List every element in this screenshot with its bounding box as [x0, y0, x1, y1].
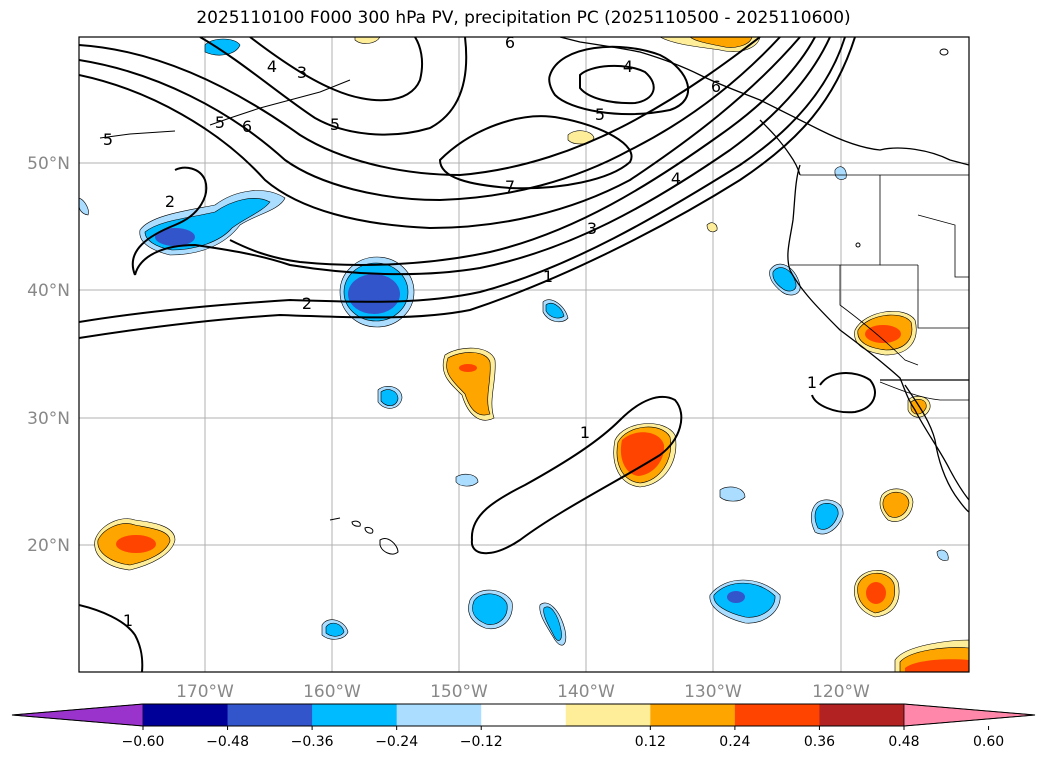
contour-labels: 6 4 3 5 6 5 4 5 2 6 5 7 4 3 2 1 1 1 1: [103, 33, 817, 630]
contour-label: 7: [505, 177, 515, 196]
colorbar-segment: [227, 704, 313, 726]
lat-label: 30°N: [27, 409, 70, 429]
lon-label: 170°W: [176, 682, 234, 702]
colorbar-segment: [312, 704, 398, 726]
colorbar-segment: [565, 704, 651, 726]
contour-label: 2: [302, 294, 312, 313]
lon-label: 140°W: [557, 682, 615, 702]
contour-label: 5: [103, 130, 113, 149]
colorbar-segment: [396, 704, 482, 726]
precip-blobs: [79, 37, 969, 672]
colorbar-segment: [650, 704, 736, 726]
contour-label: 4: [623, 57, 633, 76]
colorbar-tick-label: −0.48: [206, 734, 249, 750]
colorbar-tick-label: −0.36: [291, 734, 334, 750]
coastlines: [559, 37, 969, 513]
contour-label: 6: [711, 77, 721, 96]
lon-label: 150°W: [430, 682, 488, 702]
pv-contours: [79, 37, 876, 672]
islands: [99, 48, 949, 555]
contour-label: 1: [123, 611, 133, 630]
borders: [790, 174, 969, 401]
colorbar-tick-label: 0.36: [804, 734, 835, 750]
lat-label: 20°N: [27, 536, 70, 556]
contour-label: 3: [587, 219, 597, 238]
contour-label: 5: [215, 113, 225, 132]
lon-label: 130°W: [684, 682, 742, 702]
colorbar-extend-high: [903, 703, 1036, 727]
contour-label: 4: [267, 57, 277, 76]
map-title: 2025110100 F000 300 hPa PV, precipitatio…: [196, 8, 851, 28]
colorbar-segment: [481, 704, 567, 726]
lon-label: 120°W: [812, 682, 870, 702]
colorbar-tick-label: 0.12: [635, 734, 666, 750]
latitude-labels: 50°N 40°N 30°N 20°N: [27, 154, 70, 556]
colorbar-segment: [143, 704, 229, 726]
contour-label: 2: [165, 192, 175, 211]
colorbar-tick-label: −0.12: [460, 734, 503, 750]
colorbar-tick-label: −0.24: [375, 734, 418, 750]
lat-label: 40°N: [27, 281, 70, 301]
contour-label: 5: [595, 105, 605, 124]
contour-label: 1: [580, 423, 590, 442]
contour-label: 6: [242, 117, 252, 136]
colorbar-segment: [819, 704, 905, 726]
colorbar-extend-low: [11, 703, 144, 727]
contour-label: 3: [297, 63, 307, 82]
longitude-labels: 170°W 160°W 150°W 140°W 130°W 120°W: [176, 682, 870, 702]
contour-label: 1: [543, 267, 553, 286]
colorbar: −0.60 −0.48 −0.36 −0.24 −0.12 0.12 0.24 0.36 0.4…: [11, 703, 1036, 750]
colorbar-tick-label: 0.48: [888, 734, 919, 750]
map-frame: [78, 36, 970, 673]
contour-label: 4: [671, 169, 681, 188]
contour-label: 6: [505, 33, 515, 52]
lat-label: 50°N: [27, 154, 70, 174]
lon-label: 160°W: [303, 682, 361, 702]
colorbar-segment: [734, 704, 820, 726]
contour-label: 5: [330, 115, 340, 134]
colorbar-tick-label: −0.60: [122, 734, 165, 750]
gridlines: [79, 37, 969, 672]
colorbar-tick-label: 0.24: [719, 734, 750, 750]
colorbar-tick-label: 0.60: [973, 734, 1004, 750]
contour-label: 1: [807, 373, 817, 392]
